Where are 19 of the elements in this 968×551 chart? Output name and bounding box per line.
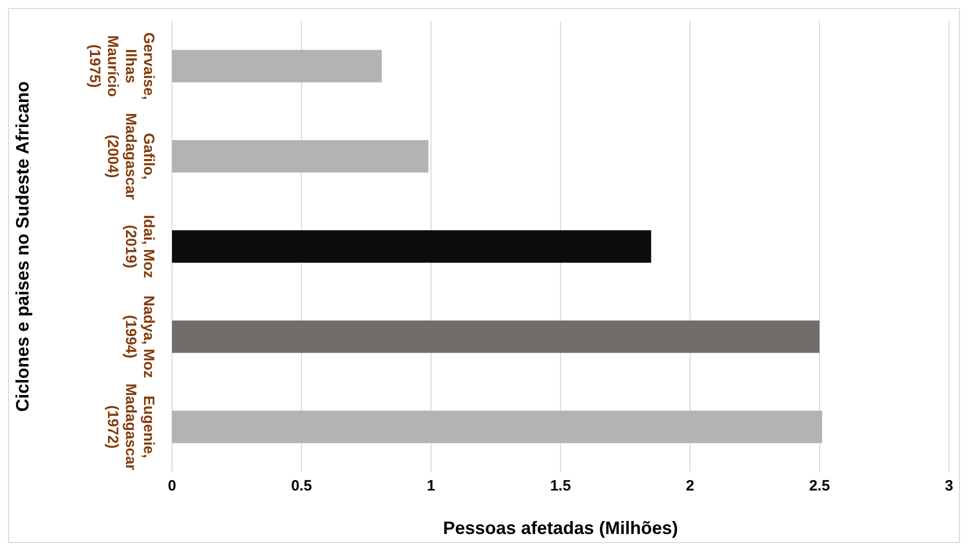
y-tick-label: Eugenie, Madagascar (1972) bbox=[104, 384, 157, 470]
x-tick-label: 1.5 bbox=[550, 478, 571, 495]
y-tick-label: Gervaise, Ilhas Maurício (1975) bbox=[86, 32, 157, 100]
x-tick-label: 1 bbox=[426, 478, 436, 495]
y-axis-title: Ciclones e paises no Sudeste Africano bbox=[12, 81, 32, 412]
x-tick-label: 3 bbox=[944, 478, 954, 495]
bar bbox=[172, 320, 820, 353]
x-tick-label: 2.5 bbox=[809, 478, 830, 495]
bar bbox=[172, 410, 822, 444]
bar bbox=[172, 230, 652, 263]
y-tick-label: Nadya, Moz (1994) bbox=[122, 295, 157, 378]
x-tick-label: 0.5 bbox=[291, 478, 312, 495]
y-tick-label: Gafilo, Madagascar (2004) bbox=[104, 112, 157, 200]
x-axis-title: Pessoas afetadas (Milhões) bbox=[442, 518, 678, 538]
bar bbox=[172, 140, 428, 173]
x-tick-label: 2 bbox=[686, 478, 694, 495]
bar bbox=[172, 50, 382, 82]
x-tick-label: 0 bbox=[168, 478, 176, 495]
y-tick-label: Idai, Moz (2019) bbox=[122, 214, 157, 278]
